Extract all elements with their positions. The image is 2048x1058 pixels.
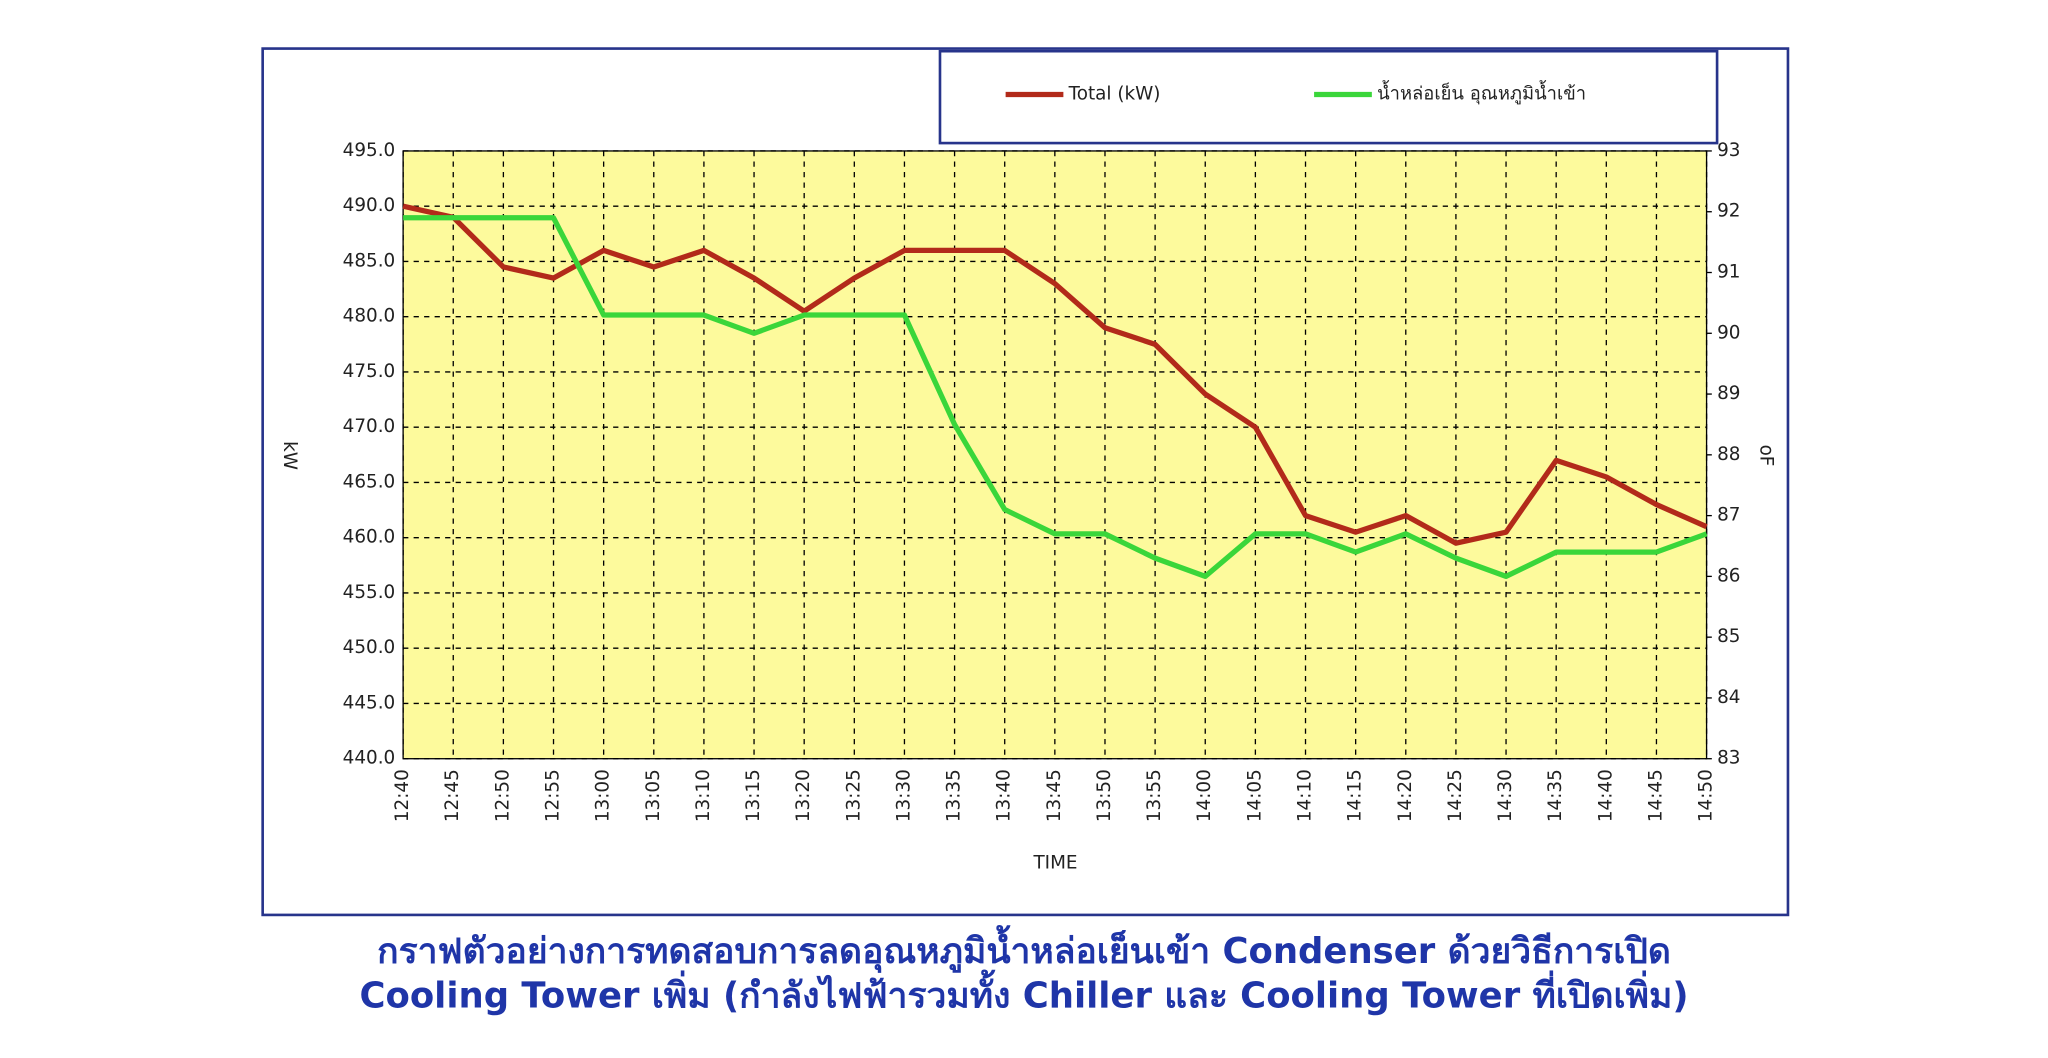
y-tick-label: 475.0 — [343, 361, 396, 382]
y-tick-label: 470.0 — [343, 416, 396, 437]
y2-tick-label: 86 — [1717, 565, 1740, 586]
x-tick-label: 13:35 — [944, 769, 965, 822]
y-axis-title: kW — [279, 441, 300, 470]
y-tick-label: 450.0 — [343, 637, 396, 658]
x-tick-label: 13:20 — [793, 769, 814, 822]
x-tick-label: 12:45 — [442, 769, 463, 822]
y-tick-label: 445.0 — [343, 692, 396, 713]
y2-tick-label: 88 — [1717, 444, 1740, 465]
caption: กราฟตัวอย่างการทดสอบการลดอุณหภูมิน้ำหล่อ… — [377, 925, 1671, 973]
y-tick-label: 490.0 — [343, 195, 396, 216]
y2-tick-label: 92 — [1717, 201, 1740, 222]
x-tick-label: 13:05 — [643, 769, 664, 822]
x-tick-label: 14:50 — [1696, 769, 1717, 822]
x-tick-label: 14:45 — [1645, 769, 1666, 822]
plot-border — [402, 150, 1708, 760]
x-tick-label: 12:55 — [543, 769, 564, 822]
x-axis-title: TIME — [1032, 853, 1077, 874]
y-tick-label: 460.0 — [343, 527, 396, 548]
y-tick-label: 495.0 — [343, 140, 396, 161]
y2-tick-label: 91 — [1717, 262, 1740, 283]
x-tick-label: 14:20 — [1395, 769, 1416, 822]
x-tick-label: 13:30 — [893, 769, 914, 822]
y-tick-label: 465.0 — [343, 471, 396, 492]
x-tick-label: 13:40 — [994, 769, 1015, 822]
x-tick-label: 12:40 — [392, 769, 413, 822]
y2-tick-label: 90 — [1717, 322, 1740, 343]
x-tick-label: 14:00 — [1194, 769, 1215, 822]
y2-tick-label: 85 — [1717, 626, 1740, 647]
series-line — [402, 203, 1708, 546]
legend-label: น้ำหล่อเย็น อุณหภูมิน้ำเข้า — [1377, 80, 1586, 106]
x-tick-label: 13:10 — [693, 769, 714, 822]
x-tick-label: 13:15 — [743, 769, 764, 822]
series-line — [403, 215, 1708, 580]
x-tick-label: 14:10 — [1295, 769, 1316, 822]
x-tick-label: 14:35 — [1545, 769, 1566, 822]
y2-tick-label: 89 — [1717, 383, 1740, 404]
x-tick-label: 14:15 — [1345, 769, 1366, 822]
x-tick-label: 14:05 — [1244, 769, 1265, 822]
x-tick-label: 14:30 — [1495, 769, 1516, 822]
x-tick-label: 13:55 — [1144, 769, 1165, 822]
x-tick-label: 13:50 — [1094, 769, 1115, 822]
y2-tick-label: 83 — [1717, 748, 1740, 769]
x-tick-label: 14:25 — [1445, 769, 1466, 822]
y2-tick-label: 87 — [1717, 505, 1740, 526]
x-tick-label: 13:45 — [1044, 769, 1065, 822]
y2-tick-label: 84 — [1717, 687, 1740, 708]
y-tick-label: 485.0 — [343, 250, 396, 271]
x-tick-label: 13:25 — [843, 769, 864, 822]
x-tick-label: 14:40 — [1595, 769, 1616, 822]
y-tick-label: 455.0 — [343, 582, 396, 603]
y-tick-label: 480.0 — [343, 306, 396, 327]
x-tick-label: 13:00 — [593, 769, 614, 822]
legend-label: Total (kW) — [1068, 84, 1161, 105]
y-tick-label: 440.0 — [343, 748, 396, 769]
caption: Cooling Tower เพิ่ม (กำลังไฟฟ้ารวมทั้ง C… — [359, 970, 1688, 1017]
y2-tick-label: 93 — [1717, 140, 1740, 161]
x-tick-label: 12:50 — [492, 769, 513, 822]
y2-axis-title: oF — [1756, 445, 1777, 467]
